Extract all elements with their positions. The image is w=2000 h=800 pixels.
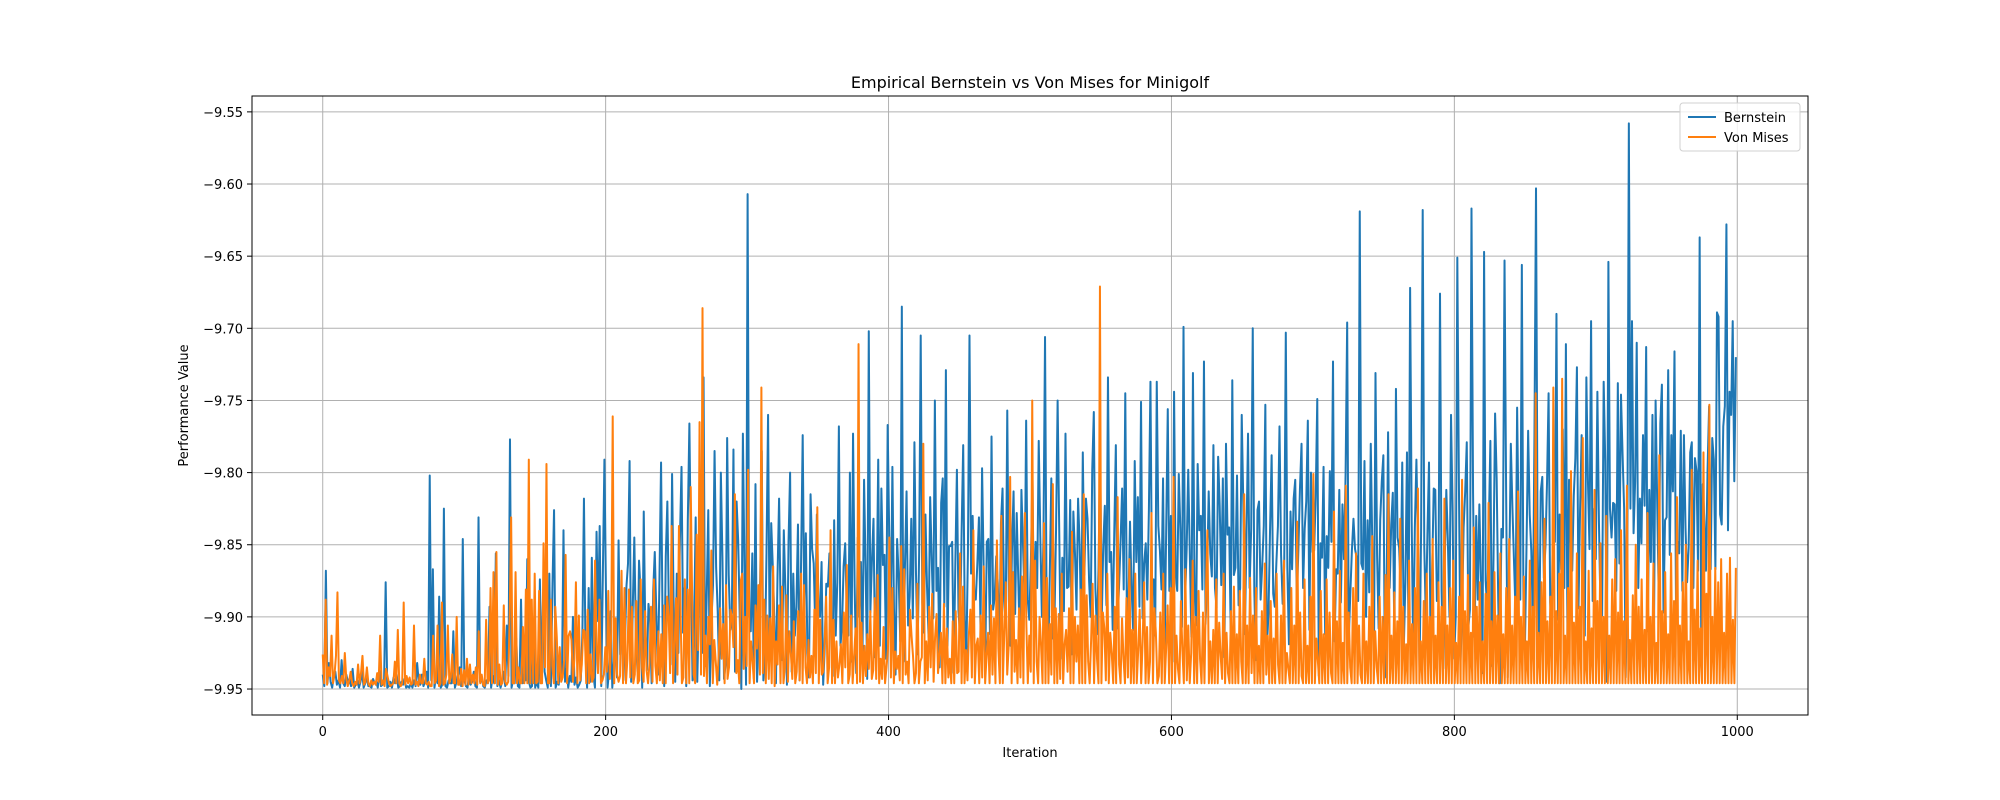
y-axis-label: Performance Value [177, 344, 192, 466]
x-tick-label: 800 [1442, 725, 1467, 740]
y-tick-label: −9.70 [203, 322, 243, 337]
x-tick-label: 1000 [1721, 725, 1754, 740]
y-tick-label: −9.65 [203, 250, 243, 265]
y-tick-label: −9.75 [203, 394, 243, 409]
legend-label-von-mises: Von Mises [1724, 131, 1789, 146]
chart-title: Empirical Bernstein vs Von Mises for Min… [851, 73, 1210, 92]
legend-label-bernstein: Bernstein [1724, 111, 1786, 126]
y-tick-label: −9.90 [203, 611, 243, 626]
legend-box [1679, 102, 1801, 152]
x-tick-label: 200 [593, 725, 618, 740]
x-axis-label: Iteration [1002, 746, 1057, 761]
legend: Bernstein Von Mises [1679, 102, 1801, 152]
y-tick-label: −9.60 [203, 178, 243, 193]
series-layer [321, 122, 1737, 691]
y-tick-label: −9.85 [203, 539, 243, 554]
y-tick-label: −9.55 [203, 106, 243, 121]
x-tick-label: 0 [319, 725, 327, 740]
ticks: 0 200 400 600 800 1000 −9.95 −9.90 −9.85 −9.80 −9.… [203, 106, 1754, 740]
series-line-von-mises [321, 285, 1737, 688]
x-tick-label: 600 [1159, 725, 1184, 740]
x-tick-label: 400 [876, 725, 901, 740]
plot-frame [251, 95, 1809, 716]
y-tick-label: −9.80 [203, 467, 243, 482]
y-tick-label: −9.95 [203, 683, 243, 698]
